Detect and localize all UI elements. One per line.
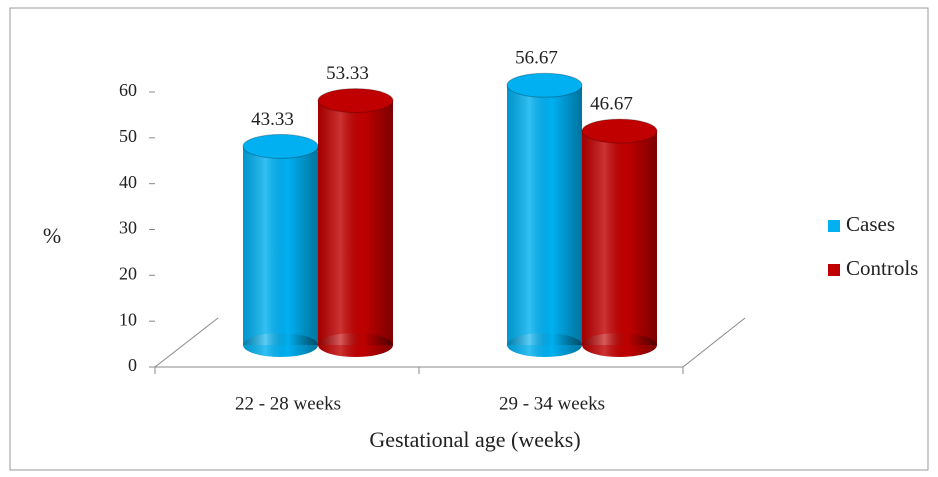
y-tick-label: 0	[128, 355, 137, 375]
y-tick-label: 20	[119, 263, 137, 283]
x-axis-title: Gestational age (weeks)	[369, 427, 580, 452]
y-tick-label: 30	[119, 218, 137, 238]
y-tick-label: 40	[119, 172, 137, 192]
bar-top	[317, 88, 394, 114]
x-tick-label: 22 - 28 weeks	[235, 393, 341, 414]
legend-label: Cases	[846, 212, 895, 236]
frame	[9, 7, 929, 471]
bar-shade	[318, 100, 393, 345]
y-tick-label: 60	[119, 80, 137, 100]
y-axis-title: %	[43, 223, 61, 248]
y-tick-label: 50	[119, 126, 137, 146]
value-label: 46.67	[590, 93, 633, 114]
legend-label: Controls	[846, 256, 918, 280]
legend-swatch	[828, 220, 840, 232]
x-tick-label: 29 - 34 weeks	[499, 393, 605, 414]
y-tick-label: 10	[119, 309, 137, 329]
bar-top	[242, 133, 319, 159]
bar-shade	[243, 146, 318, 345]
legend-swatch	[828, 264, 840, 276]
bar-shade	[507, 85, 582, 345]
bar-top	[506, 72, 583, 98]
bar-top	[581, 118, 658, 144]
value-label: 56.67	[515, 48, 558, 69]
floor-edge	[154, 317, 219, 368]
bar-shade	[582, 131, 657, 345]
value-label: 43.33	[251, 109, 294, 130]
value-label: 53.33	[326, 63, 369, 84]
floor-edge	[682, 317, 746, 368]
